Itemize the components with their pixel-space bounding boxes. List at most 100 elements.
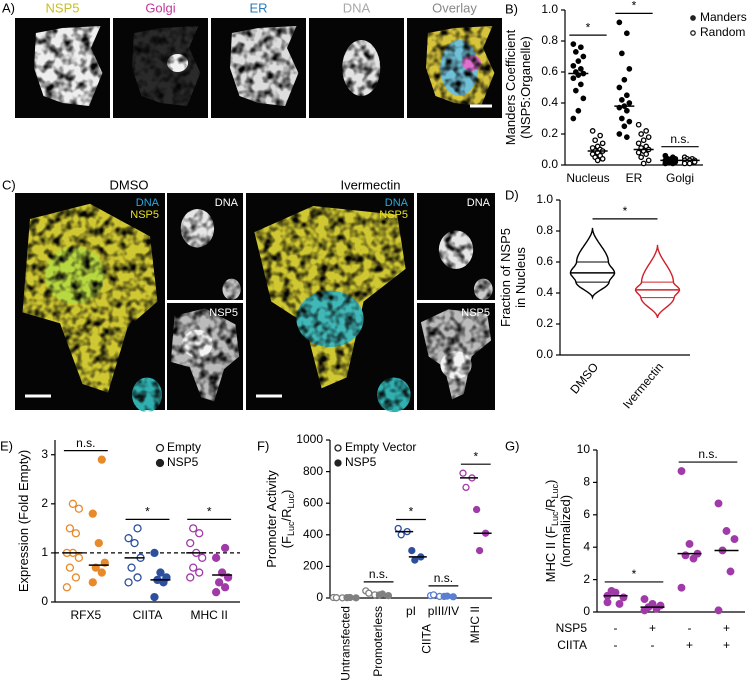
condition-title: Ivermectin (341, 177, 401, 192)
data-point (635, 140, 642, 147)
y-tick-label: 10 (577, 442, 591, 456)
data-point (677, 467, 686, 476)
micrograph-signal (132, 26, 201, 106)
significance-label: * (207, 505, 212, 519)
legend-marker (690, 30, 696, 36)
channel-title: Golgi (145, 0, 175, 15)
channel-title: NSP5 (46, 0, 80, 15)
legend-label: Manders (700, 10, 747, 24)
data-point (714, 606, 723, 615)
y-tick-label: 1.0 (536, 192, 553, 206)
data-point (580, 53, 587, 60)
data-point (74, 553, 84, 562)
y-tick-label: 0.0 (541, 157, 558, 171)
data-point (384, 591, 393, 600)
micrograph-signal (170, 308, 240, 402)
micrograph-signal (180, 209, 241, 300)
y-tick-label: 0.2 (541, 126, 558, 140)
data-point (643, 128, 650, 134)
data-point (332, 594, 341, 602)
data-point (97, 568, 106, 577)
neighbor-nucleus (132, 377, 162, 413)
y-tick-label: 0.8 (541, 33, 558, 47)
data-point (577, 66, 584, 72)
data-point (394, 524, 402, 533)
data-point (124, 534, 133, 543)
data-point (618, 115, 625, 122)
neighbor-nucleus (222, 278, 241, 300)
y-axis-label: Fraction of NSP5 (498, 228, 513, 327)
y-tick-label: 1 (41, 545, 48, 559)
data-point (220, 583, 230, 592)
data-point (623, 107, 630, 114)
data-point (580, 95, 587, 102)
micrograph-signal (230, 26, 299, 106)
nucleus (182, 329, 213, 358)
panel-label: E) (0, 438, 13, 453)
data-point (346, 593, 354, 602)
y-tick-label: 2 (583, 572, 590, 586)
y-tick-label: 0 (583, 604, 590, 618)
data-point (570, 115, 577, 122)
data-point (714, 499, 723, 508)
neighbor-nucleus (473, 278, 493, 300)
condition-value: - (614, 638, 618, 652)
data-point (352, 594, 360, 602)
y-tick-label: 1.0 (541, 2, 558, 16)
data-point (638, 131, 645, 137)
y-tick-label: 600 (303, 495, 323, 509)
channel-title: DNA (343, 0, 371, 15)
inset-label: DNA (215, 197, 239, 209)
y-tick-label: 800 (303, 464, 323, 478)
data-point (397, 531, 405, 539)
data-point (62, 583, 72, 592)
data-point (475, 546, 484, 555)
label-part: Manders Coefficient (503, 29, 518, 145)
data-point (443, 592, 451, 600)
data-point (74, 504, 84, 513)
data-point (133, 524, 142, 533)
y-tick-label: 3 (41, 447, 48, 461)
data-point (685, 540, 694, 548)
y-tick-label: 2 (41, 496, 48, 510)
data-point (127, 563, 136, 572)
data-point (626, 100, 633, 106)
data-point (572, 87, 579, 94)
channel-title: Overlay (432, 0, 477, 15)
legend-marker (155, 443, 165, 453)
cell (132, 26, 201, 106)
panel-label: A) (2, 0, 15, 15)
x-tick-label: DMSO (567, 360, 601, 397)
data-point (592, 137, 599, 144)
data-point (640, 595, 649, 603)
label-part: /R (279, 509, 294, 522)
y-axis-label: (FLuc/RLuc) (279, 490, 296, 549)
x-tick-label: MHC II (468, 606, 482, 643)
panel-label: B) (505, 1, 518, 16)
legend-label: Empty (167, 440, 201, 454)
y-tick-label: 6 (583, 507, 590, 521)
nucleus (438, 230, 474, 269)
data-point (198, 553, 207, 562)
data-point (88, 509, 97, 518)
legend-label: Random (700, 25, 745, 39)
data-point (635, 149, 642, 156)
data-point (603, 598, 612, 607)
y-tick-label: 4 (583, 539, 590, 553)
micrograph-signal (420, 309, 492, 400)
data-point (68, 499, 78, 508)
data-point (599, 140, 606, 147)
x-tick-label: pIII/IV (428, 604, 459, 618)
x-tick-label: Ivermectin (620, 360, 666, 411)
label-part: (normalized) (558, 495, 573, 567)
data-point (572, 48, 579, 55)
inset-label: NSP5 (461, 307, 490, 319)
label-part: (NSP5:Organelle) (518, 36, 533, 139)
data-point (722, 527, 731, 535)
nucleus (296, 290, 364, 348)
data-point (730, 535, 739, 544)
panel-label: G) (505, 438, 519, 453)
cell (34, 26, 103, 106)
data-point (618, 50, 625, 57)
